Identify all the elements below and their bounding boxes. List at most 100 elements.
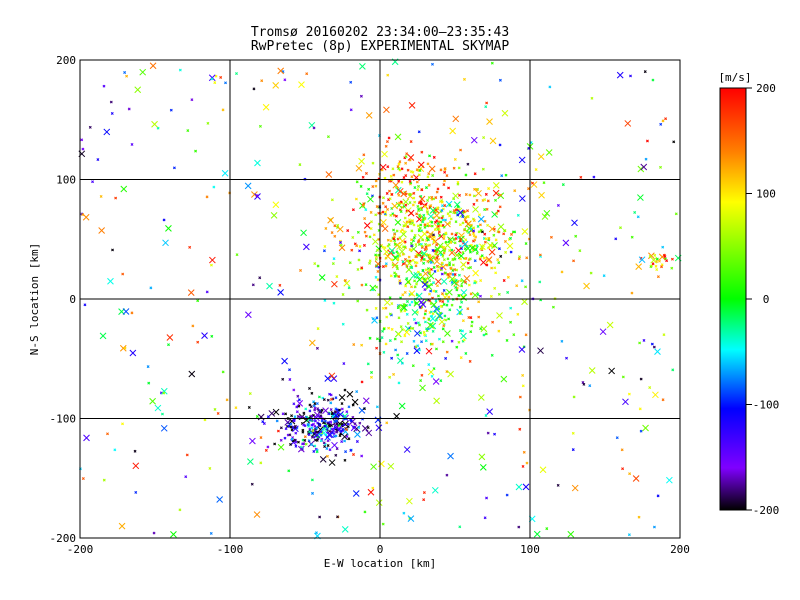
data-point xyxy=(452,115,460,123)
data-point xyxy=(300,229,307,237)
data-point xyxy=(248,392,252,395)
data-point xyxy=(382,327,386,331)
data-point xyxy=(447,186,451,190)
data-point xyxy=(645,139,649,143)
data-point xyxy=(392,173,396,177)
data-point xyxy=(460,332,467,340)
data-point xyxy=(590,96,594,100)
data-point xyxy=(537,347,544,355)
data-point xyxy=(335,419,339,423)
data-point xyxy=(624,120,632,127)
colorbar-label: [m/s] xyxy=(718,71,751,84)
data-point xyxy=(505,493,509,497)
data-point xyxy=(311,429,315,433)
data-point xyxy=(258,124,262,128)
data-point xyxy=(428,268,431,272)
data-point xyxy=(358,245,362,248)
data-point xyxy=(409,170,413,174)
data-point xyxy=(375,316,379,320)
data-point xyxy=(654,348,661,355)
data-point xyxy=(417,243,421,246)
data-point xyxy=(434,257,438,261)
data-point xyxy=(456,205,460,209)
data-point xyxy=(512,333,516,337)
data-point xyxy=(392,213,396,217)
data-point xyxy=(493,286,497,290)
data-point xyxy=(360,283,364,287)
data-point xyxy=(352,343,356,346)
data-point xyxy=(434,278,442,285)
data-point xyxy=(406,225,410,229)
data-point xyxy=(486,118,493,125)
data-point xyxy=(424,309,428,313)
data-point xyxy=(465,225,473,232)
data-point xyxy=(525,256,529,260)
data-point xyxy=(365,429,373,437)
data-point xyxy=(149,397,156,405)
data-point xyxy=(331,262,335,266)
data-point xyxy=(478,223,482,227)
colorbar-tick-label: 100 xyxy=(756,188,776,201)
data-point xyxy=(290,414,294,418)
data-point xyxy=(452,211,456,215)
data-point xyxy=(651,78,655,82)
data-point xyxy=(314,531,318,535)
data-point xyxy=(102,84,106,88)
data-point xyxy=(308,386,311,390)
data-point xyxy=(404,284,408,288)
data-point xyxy=(356,267,360,271)
data-point xyxy=(405,277,409,281)
data-point xyxy=(385,192,389,195)
data-point xyxy=(468,257,472,261)
data-point xyxy=(393,232,397,236)
data-point xyxy=(82,213,90,221)
data-point xyxy=(279,426,283,430)
data-point xyxy=(414,321,418,325)
data-point xyxy=(312,126,316,130)
data-point xyxy=(444,330,451,337)
data-point xyxy=(416,253,420,257)
data-point xyxy=(458,525,462,529)
data-point xyxy=(88,125,92,129)
data-point xyxy=(571,484,579,492)
data-point xyxy=(504,173,508,177)
data-point xyxy=(473,281,477,285)
data-point xyxy=(323,419,327,423)
data-point xyxy=(621,375,625,379)
data-point xyxy=(468,193,472,197)
data-point xyxy=(311,491,314,495)
data-point xyxy=(574,234,578,238)
data-point xyxy=(470,320,474,324)
data-point xyxy=(422,277,426,281)
data-point xyxy=(264,448,268,452)
data-point xyxy=(599,328,607,336)
data-point xyxy=(419,331,422,335)
data-point xyxy=(422,330,426,334)
data-point xyxy=(255,415,259,418)
data-point xyxy=(466,261,470,265)
data-point xyxy=(400,190,408,198)
data-point xyxy=(444,318,448,322)
data-point xyxy=(434,289,438,293)
data-point xyxy=(416,188,420,192)
data-point xyxy=(210,334,214,338)
colorbar-tick-label: 200 xyxy=(756,82,776,95)
data-point xyxy=(498,205,502,209)
data-point xyxy=(661,398,665,402)
data-point xyxy=(442,183,446,187)
data-point xyxy=(560,339,564,343)
data-point xyxy=(360,343,364,347)
data-point xyxy=(363,510,367,514)
data-point xyxy=(392,228,396,232)
data-point xyxy=(396,257,400,261)
data-point xyxy=(444,356,448,360)
data-point xyxy=(466,162,470,166)
data-point xyxy=(458,232,465,239)
data-point xyxy=(415,212,419,216)
data-point xyxy=(343,388,347,392)
data-point xyxy=(381,265,385,269)
data-point xyxy=(409,326,413,330)
data-point xyxy=(627,533,631,537)
x-tick-label: -100 xyxy=(217,543,244,556)
data-point xyxy=(665,259,669,263)
